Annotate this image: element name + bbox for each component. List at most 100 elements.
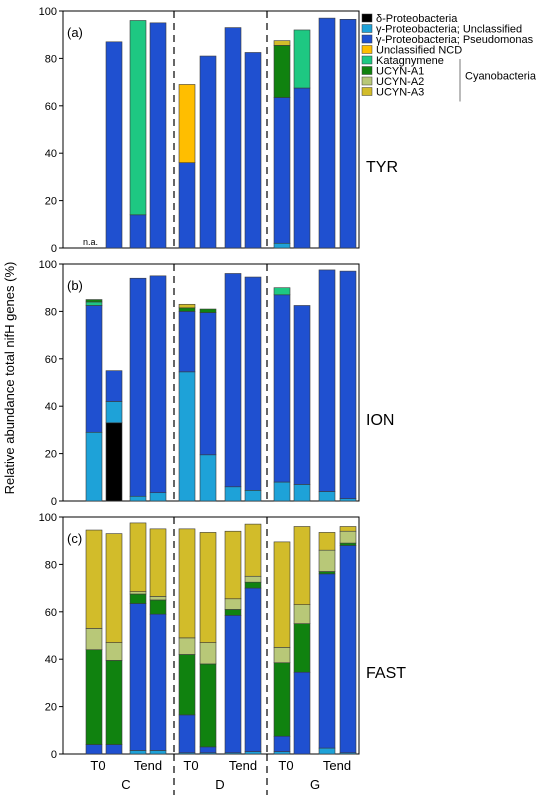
bar-segment-gpse <box>105 41 123 249</box>
y-tick-label: 100 <box>39 6 57 18</box>
bar-segment-gpse <box>339 270 357 499</box>
bar-segment-gunc <box>293 484 311 502</box>
x-timepoint-label: Tend <box>229 758 257 773</box>
legend-label: UCYN-A1 <box>376 66 424 78</box>
bar-segment-gpse <box>178 311 196 373</box>
bar-segment-gunc <box>129 750 147 755</box>
bar-segment-a3 <box>273 40 291 46</box>
bar-segment-gpse <box>339 545 357 754</box>
bar-segment-gpse <box>178 714 196 754</box>
bar-segment-gpse <box>105 744 123 755</box>
panels: 0 20 40 60 80 100 (a) TYR n.a. 0 20 40 60 80 100 (b) ION… <box>39 6 407 761</box>
bar-segment-gpse <box>199 746 217 754</box>
bar-segment-ncd <box>178 84 196 163</box>
bar-segment-a1 <box>178 654 196 716</box>
bar-segment-kata <box>85 301 103 306</box>
legend-label: Katagnymene <box>376 55 444 67</box>
legend-swatch <box>361 66 373 75</box>
y-tick-label: 40 <box>45 654 57 666</box>
bar-segment-gpse <box>224 273 242 488</box>
y-tick-label: 60 <box>45 607 57 619</box>
bar-segment-a3 <box>178 303 196 309</box>
bar-segment-gpse <box>273 97 291 244</box>
bar-segment-a1 <box>178 307 196 312</box>
bar-segment-gpse <box>129 214 147 249</box>
bar-segment-a2 <box>85 628 103 651</box>
y-tick-label: 0 <box>51 749 57 761</box>
bar-segment-a1 <box>129 593 147 604</box>
x-timepoint-label: T0 <box>183 758 198 773</box>
bar-segment-gunc <box>273 751 291 755</box>
bar-segment-a2 <box>224 598 242 610</box>
bar-segment-gpse <box>129 277 147 497</box>
bar-segment-gpse <box>105 370 123 402</box>
bar-segment-gpse <box>178 162 196 249</box>
legend-swatch <box>361 55 373 65</box>
y-tick-label: 80 <box>45 53 57 65</box>
y-tick-label: 0 <box>51 496 57 508</box>
panel-name: FAST <box>366 665 406 682</box>
legend-label: Unclassified NCD <box>376 45 462 57</box>
bar-segment-gunc <box>178 371 196 502</box>
panel-fast: 0 20 40 60 80 100 (c) FAST <box>39 512 407 761</box>
bar-segment-gpse <box>199 312 217 456</box>
y-tick-label: 60 <box>45 354 57 366</box>
bar-segment-gpse <box>293 671 311 755</box>
bar-segment-gpse <box>224 615 242 754</box>
x-timepoint-label: Tend <box>323 758 351 773</box>
bar-segment-gpse <box>244 52 262 249</box>
legend-swatch <box>361 87 373 96</box>
y-tick-label: 80 <box>45 306 57 318</box>
bar-segment-gpse <box>318 573 336 749</box>
cyanobacteria-label: Cyanobacteria <box>465 70 537 82</box>
bar-segment-a2 <box>293 604 311 624</box>
bar-segment-a3 <box>85 529 103 629</box>
bar-segment-gpse <box>129 603 147 751</box>
bar-segment-gpse <box>293 87 311 249</box>
bar-segment-a1 <box>105 660 123 745</box>
bar-segment-kata <box>273 287 291 296</box>
bar-segment-a1 <box>293 623 311 673</box>
bar-segment-a1 <box>85 299 103 303</box>
bar-segment-gpse <box>244 587 262 752</box>
panel-letter: (a) <box>67 25 83 40</box>
panel-name: ION <box>366 412 394 429</box>
bar-segment-gunc <box>149 750 167 755</box>
x-group-label: D <box>215 777 224 792</box>
bar-segment-gpse <box>339 18 357 249</box>
y-tick-label: 20 <box>45 196 57 208</box>
legend-swatch <box>361 45 373 54</box>
bar-segment-a3 <box>273 541 291 648</box>
legend-label: δ-Proteobacteria <box>376 13 458 25</box>
bar-segment-gunc <box>199 454 217 502</box>
bar-segment-gunc <box>244 751 262 755</box>
y-tick-label: 100 <box>39 259 57 271</box>
panel-letter: (c) <box>67 531 82 546</box>
bar-segment-a1 <box>244 581 262 589</box>
bar-segment-a1 <box>199 663 217 748</box>
x-group-label: C <box>121 777 130 792</box>
x-timepoint-label: T0 <box>278 758 293 773</box>
bar-segment-a1 <box>224 609 242 616</box>
bar-segment-gpse <box>199 55 217 249</box>
bar-segment-a3 <box>293 526 311 605</box>
y-tick-label: 0 <box>51 243 57 255</box>
bar-segment-gunc <box>339 498 357 502</box>
bar-segment-kata <box>129 20 147 216</box>
bar-segment-gunc <box>318 491 336 502</box>
legend-swatch <box>361 24 373 33</box>
bar-segment-a2 <box>105 642 123 661</box>
panel-name: TYR <box>366 159 398 176</box>
bar-segment-delta <box>105 422 123 502</box>
bar-segment-gunc <box>273 481 291 502</box>
y-tick-label: 80 <box>45 559 57 571</box>
bar-segment-gpse <box>85 305 103 433</box>
bar-segment-gpse <box>224 27 242 249</box>
panel-letter: (b) <box>67 278 83 293</box>
bar-segment-a1 <box>273 45 291 98</box>
bar-segment-gpse <box>318 269 336 492</box>
na-annotation: n.a. <box>83 237 98 247</box>
bar-segment-gpse <box>293 305 311 485</box>
bar-segment-a2 <box>339 530 357 544</box>
